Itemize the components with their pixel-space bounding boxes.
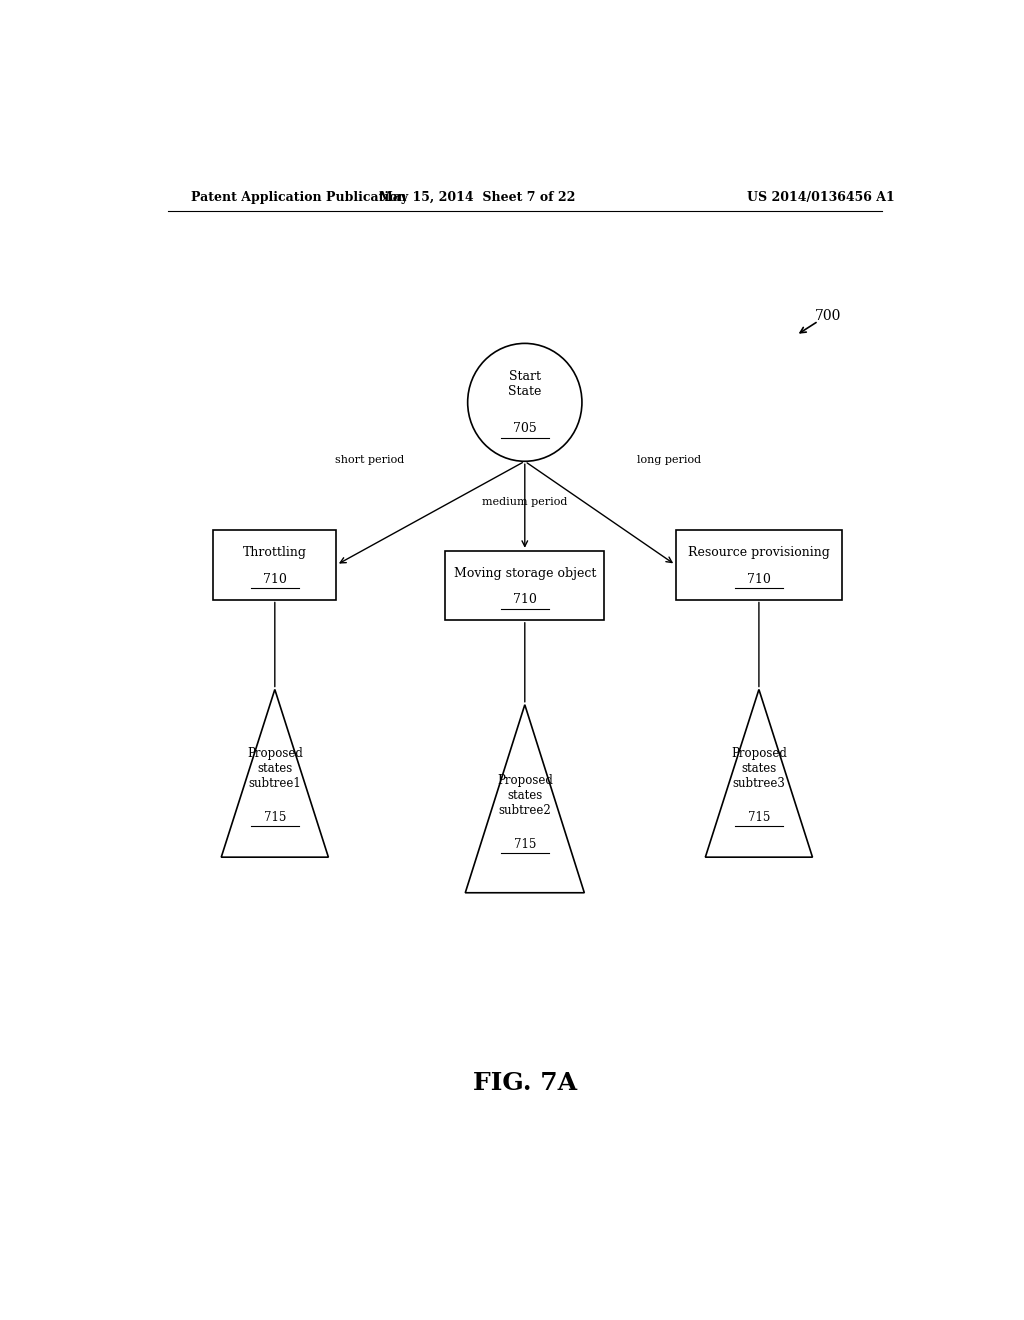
Text: medium period: medium period xyxy=(482,496,567,507)
Text: 710: 710 xyxy=(513,593,537,606)
Text: long period: long period xyxy=(637,455,701,465)
Text: short period: short period xyxy=(336,455,404,465)
Text: Start
State: Start State xyxy=(508,370,542,399)
Text: 710: 710 xyxy=(263,573,287,586)
Text: Proposed
states
subtree2: Proposed states subtree2 xyxy=(497,774,553,817)
Text: Patent Application Publication: Patent Application Publication xyxy=(191,190,407,203)
Text: Throttling: Throttling xyxy=(243,546,307,560)
Text: 710: 710 xyxy=(746,573,771,586)
Text: FIG. 7A: FIG. 7A xyxy=(473,1072,577,1096)
Text: 700: 700 xyxy=(814,309,841,323)
Text: 715: 715 xyxy=(263,810,286,824)
Text: 715: 715 xyxy=(514,838,536,851)
Text: Moving storage object: Moving storage object xyxy=(454,566,596,579)
Text: 705: 705 xyxy=(513,422,537,436)
Text: Proposed
states
subtree1: Proposed states subtree1 xyxy=(247,747,303,789)
Text: 715: 715 xyxy=(748,810,770,824)
Text: Resource provisioning: Resource provisioning xyxy=(688,546,829,560)
Text: US 2014/0136456 A1: US 2014/0136456 A1 xyxy=(748,190,895,203)
Text: Proposed
states
subtree3: Proposed states subtree3 xyxy=(731,747,786,789)
Text: May 15, 2014  Sheet 7 of 22: May 15, 2014 Sheet 7 of 22 xyxy=(379,190,575,203)
